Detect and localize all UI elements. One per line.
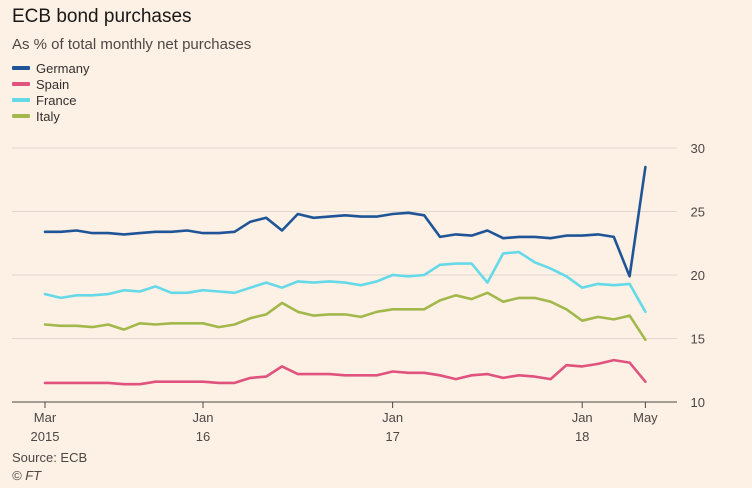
legend-swatch-france <box>12 98 30 102</box>
legend-swatch-germany <box>12 66 30 70</box>
x-tick-label-year: 16 <box>196 429 210 444</box>
series-line-spain <box>43 358 647 386</box>
legend-label-france: France <box>36 92 77 108</box>
legend-label-italy: Italy <box>36 108 60 124</box>
legend-swatch-spain <box>12 82 30 86</box>
legend-swatch-italy <box>12 114 30 118</box>
legend-item-germany: Germany <box>12 60 89 76</box>
x-tick-label-year: 2015 <box>31 429 60 444</box>
legend-item-france: France <box>12 92 89 108</box>
x-tick-label: Jan <box>193 410 214 425</box>
source-note: Source: ECB <box>12 450 88 465</box>
legend-item-italy: Italy <box>12 108 89 124</box>
legend-item-spain: Spain <box>12 76 89 92</box>
y-tick-label: 25 <box>691 205 705 220</box>
x-tick-label: Jan <box>572 410 593 425</box>
ft-credit: © FT <box>12 468 42 483</box>
series-line-italy <box>43 291 647 342</box>
series-line-germany <box>43 165 647 278</box>
x-tick-label-year: 18 <box>575 429 589 444</box>
series-line-france <box>43 250 647 314</box>
legend-label-germany: Germany <box>36 60 90 76</box>
x-tick-label: Jan <box>382 410 403 425</box>
y-tick-label: 20 <box>691 268 705 283</box>
legend-label-spain: Spain <box>36 76 70 92</box>
y-tick-label: 10 <box>691 395 705 410</box>
x-tick-label: Mar <box>34 410 57 425</box>
x-tick-label: May <box>633 410 658 425</box>
y-tick-label: 15 <box>691 332 705 347</box>
chart-title: ECB bond purchases <box>12 6 192 27</box>
chart-subtitle: As % of total monthly net purchases <box>12 36 252 53</box>
y-tick-label: 30 <box>691 141 705 156</box>
x-tick-label-year: 17 <box>385 429 399 444</box>
legend: Germany Spain France Italy <box>12 60 89 124</box>
